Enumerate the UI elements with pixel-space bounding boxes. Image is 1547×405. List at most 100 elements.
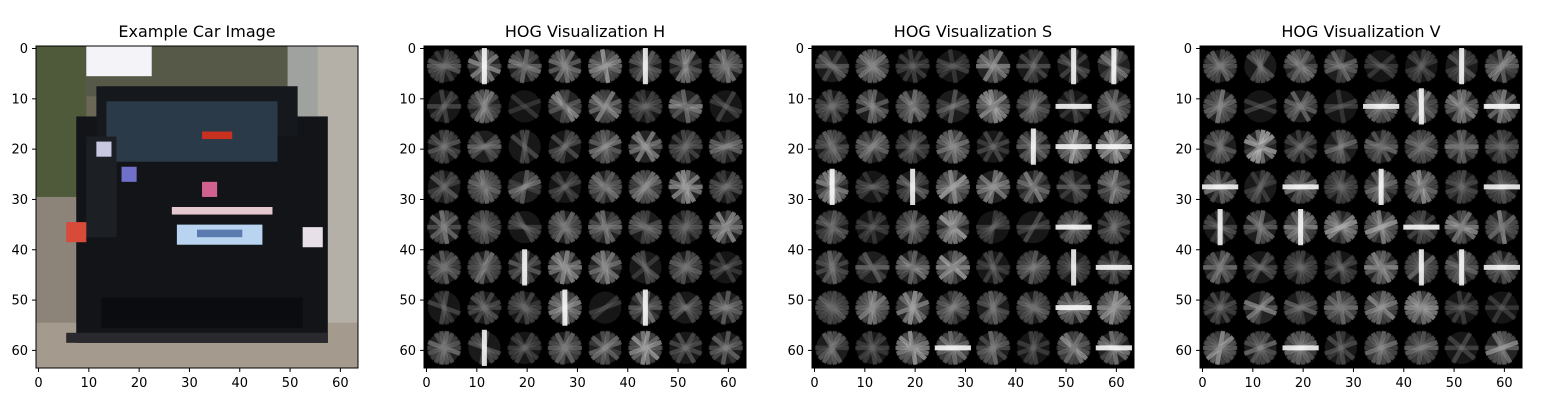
hog-orientation-stroke	[902, 50, 924, 83]
hog-orientation-stroke	[1286, 254, 1316, 281]
hog-orientation-stroke	[711, 174, 741, 200]
hog-orientation-stroke	[1404, 339, 1439, 356]
hog-orientation-stroke	[1203, 299, 1237, 316]
y-tick-label: 50	[11, 294, 28, 309]
hog-orientation-stroke	[907, 48, 918, 84]
y-tick-label: 50	[787, 294, 804, 309]
hog-orientation-stroke	[855, 58, 890, 75]
hog-orientation-stroke	[1364, 219, 1398, 236]
y-tick-label: 10	[787, 92, 804, 107]
hog-orientation-stroke	[936, 58, 970, 75]
hog-cell	[1364, 129, 1399, 164]
photo-taillight-left	[66, 222, 87, 243]
hog-orientation-stroke	[519, 129, 530, 164]
hog-cell-halo	[709, 90, 742, 123]
hog-orientation-stroke	[821, 50, 843, 83]
hog-orientation-stroke	[907, 129, 918, 164]
hog-orientation-stroke	[548, 339, 582, 356]
hog-orientation-stroke	[1022, 211, 1044, 244]
hog-orientation-stroke	[1068, 169, 1079, 205]
hog-orientation-stroke	[907, 129, 918, 164]
hog-orientation-stroke	[1496, 129, 1508, 164]
hog-orientation-stroke	[1447, 335, 1477, 361]
hog-orientation-stroke	[895, 138, 930, 155]
hog-cell	[708, 169, 743, 205]
hog-orientation-stroke	[469, 254, 499, 281]
hog-orientation-stroke	[671, 294, 701, 321]
hog-orientation-stroke	[1283, 138, 1318, 155]
hog-cell-halo	[1284, 251, 1317, 284]
hog-orientation-stroke	[815, 299, 849, 316]
hog-orientation-stroke	[1335, 89, 1347, 124]
hog-orientation-stroke	[821, 90, 843, 123]
hog-cell	[895, 89, 930, 124]
hog-cell	[815, 50, 850, 83]
hog-orientation-stroke	[1330, 170, 1352, 203]
hog-orientation-stroke	[1203, 98, 1237, 115]
hog-cell	[628, 330, 663, 366]
hog-orientation-stroke	[1255, 48, 1266, 84]
hog-orientation-stroke	[1097, 219, 1131, 236]
hog-cell	[628, 169, 663, 205]
hog-orientation-stroke	[668, 299, 703, 316]
hog-cell	[976, 290, 1010, 325]
hog-orientation-stroke	[473, 90, 495, 123]
hog-orientation-stroke	[588, 219, 622, 236]
hog-cell	[1016, 330, 1051, 366]
hog-orientation-stroke	[1243, 259, 1278, 276]
hog-orientation-stroke	[668, 58, 703, 75]
hog-orientation-stroke	[1326, 254, 1356, 281]
hog-orientation-stroke	[675, 130, 697, 163]
hog-cell-halo	[508, 130, 541, 163]
hog-cell	[467, 329, 502, 366]
hog-orientation-stroke	[634, 251, 656, 284]
hog-cell	[1484, 330, 1519, 366]
hog-cell	[668, 48, 703, 84]
hog-cell	[507, 249, 542, 286]
hog-cell	[547, 89, 582, 124]
hog-orientation-stroke	[550, 174, 580, 200]
hog-orientation-stroke	[588, 58, 622, 75]
hog-orientation-stroke	[473, 170, 495, 203]
hog-orientation-stroke	[821, 291, 843, 324]
hog-orientation-stroke	[826, 129, 838, 164]
hog-orientation-stroke	[588, 339, 622, 356]
photo-sign	[86, 46, 152, 77]
y-tick-label: 40	[399, 243, 416, 258]
panel-title: HOG Visualization H	[505, 22, 665, 41]
hog-orientation-stroke	[1444, 299, 1479, 316]
hog-orientation-stroke	[709, 138, 743, 155]
hog-cell	[507, 48, 542, 84]
hog-orientation-stroke	[1451, 291, 1473, 324]
y-tick-label: 30	[11, 193, 28, 208]
hog-orientation-stroke	[438, 169, 450, 205]
hog-orientation-stroke	[1487, 133, 1517, 160]
hog-cell	[588, 250, 623, 285]
hog-orientation-stroke	[867, 330, 878, 366]
x-tick-label: 50	[1446, 376, 1463, 391]
hog-orientation-stroke	[479, 169, 490, 205]
x-tick-label: 50	[670, 376, 687, 391]
photo-brake-light	[202, 131, 233, 140]
x-tick-label: 10	[1245, 376, 1262, 391]
hog-orientation-stroke	[1205, 133, 1235, 160]
hog-orientation-stroke	[1028, 290, 1039, 325]
hog-cell	[815, 209, 849, 245]
hog-cell	[1444, 129, 1479, 164]
x-tick-label: 30	[1345, 376, 1362, 391]
hog-orientation-stroke	[982, 291, 1004, 324]
hog-orientation-stroke	[976, 98, 1010, 115]
hog-cell-halo	[1324, 90, 1357, 123]
hog-orientation-stroke	[938, 53, 968, 79]
y-tick-label: 0	[1184, 42, 1192, 57]
hog-cell	[1016, 48, 1051, 84]
hog-cell	[1404, 249, 1439, 286]
hog-orientation-stroke	[675, 331, 697, 364]
hog-cell	[508, 129, 541, 164]
hog-orientation-stroke	[1326, 174, 1356, 200]
hog-orientation-stroke	[668, 259, 703, 276]
hog-orientation-stroke	[507, 98, 542, 115]
hog-orientation-stroke	[1203, 299, 1237, 316]
hog-orientation-stroke	[554, 170, 576, 203]
hog-cell-halo	[589, 291, 622, 324]
